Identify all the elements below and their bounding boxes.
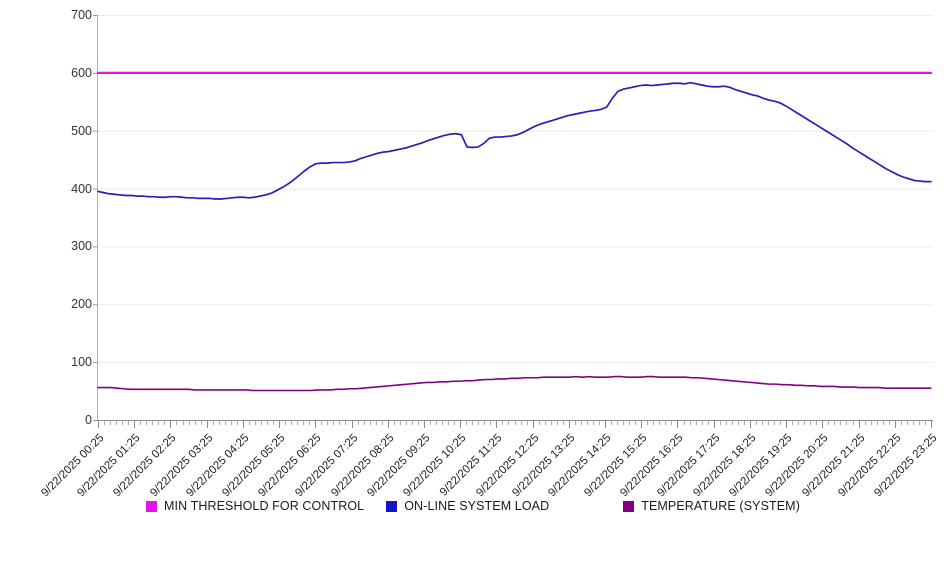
- gridlines: [98, 15, 933, 364]
- legend-item[interactable]: TEMPERATURE (SYSTEM): [623, 499, 800, 513]
- y-axis-tick-label: 500: [71, 123, 92, 138]
- chart-legend: MIN THRESHOLD FOR CONTROL ON-LINE SYSTEM …: [0, 494, 946, 518]
- y-axis-tick-label: 300: [71, 239, 92, 254]
- legend-label: MIN THRESHOLD FOR CONTROL: [164, 499, 365, 513]
- x-axis-minor-ticks: [98, 421, 932, 428]
- y-axis-tick-label: 200: [71, 297, 92, 312]
- legend-item[interactable]: ON-LINE SYSTEM LOAD: [386, 499, 549, 513]
- y-axis-labels: 700 600 500 400 300 200 100 0: [0, 0, 92, 440]
- series-line-temperature-system: [97, 375, 932, 392]
- legend-item[interactable]: MIN THRESHOLD FOR CONTROL: [146, 499, 364, 513]
- legend-color-swatch: [623, 500, 635, 512]
- y-axis-tick-label: 700: [71, 8, 92, 22]
- plot-area: [93, 15, 933, 428]
- y-axis-ticks: [93, 15, 98, 421]
- series-line-on-line-system-load: [97, 81, 932, 200]
- y-axis-tick-label: 100: [71, 355, 92, 370]
- legend-color-swatch: [146, 500, 158, 512]
- legend-label: TEMPERATURE (SYSTEM): [641, 499, 800, 513]
- legend-label: ON-LINE SYSTEM LOAD: [404, 499, 550, 513]
- y-axis-tick-label: 0: [85, 413, 92, 427]
- y-axis-tick-label: 400: [71, 181, 92, 196]
- legend-color-swatch: [386, 500, 398, 512]
- chart-container: 700 600 500 400 300 200 100 0 9/22/2025 00:25 9/…: [0, 0, 946, 518]
- y-axis-tick-label: 600: [71, 65, 92, 80]
